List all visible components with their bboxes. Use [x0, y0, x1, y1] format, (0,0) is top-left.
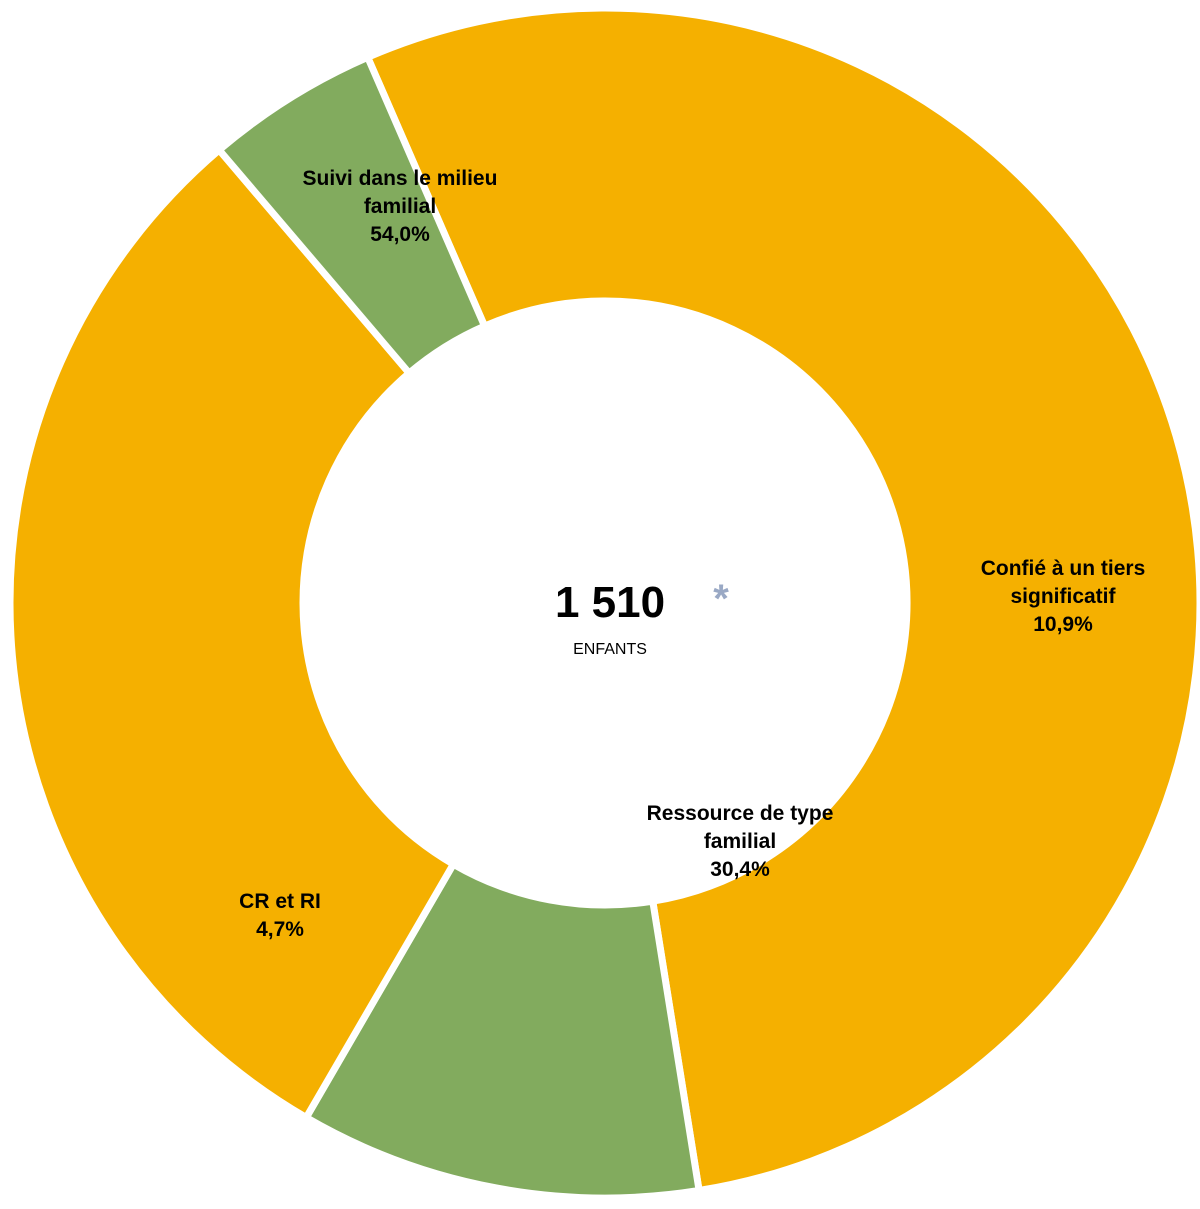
slice-1 [301, 859, 704, 1202]
slice-label-line: Ressource de type [647, 802, 834, 825]
donut-slices [6, 4, 1200, 1202]
slice-label-line: 4,7% [256, 918, 304, 941]
slice-label-3: CR et RI 4,7% [239, 890, 321, 941]
slice-label-1: Confié à un tiers significatif 10,9% [981, 557, 1146, 636]
slice-label-line: 54,0% [370, 223, 430, 246]
slice-label-line: familial [364, 195, 436, 218]
slice-label-line: Suivi dans le milieu [303, 167, 498, 190]
center-total: 1 510 [555, 578, 665, 627]
center-unit: ENFANTS [573, 641, 647, 658]
slice-label-2: Ressource de type familial 30,4% [647, 802, 834, 881]
slice-labels: Suivi dans le milieu familial 54,0% Confié … [239, 167, 1145, 941]
slice-label-0: Suivi dans le milieu familial 54,0% [303, 167, 498, 246]
slice-label-line: 30,4% [710, 858, 770, 881]
slice-label-line: significatif [1010, 585, 1116, 608]
slice-label-line: CR et RI [239, 890, 321, 913]
donut-center: 1 510 * ENFANTS [555, 577, 729, 658]
slice-label-line: Confié à un tiers [981, 557, 1146, 580]
slice-label-line: familial [704, 830, 776, 853]
center-asterisk: * [713, 577, 729, 621]
slice-0 [363, 4, 1200, 1195]
slice-2 [6, 145, 459, 1123]
slice-3 [214, 52, 490, 379]
slice-label-line: 10,9% [1033, 613, 1093, 636]
